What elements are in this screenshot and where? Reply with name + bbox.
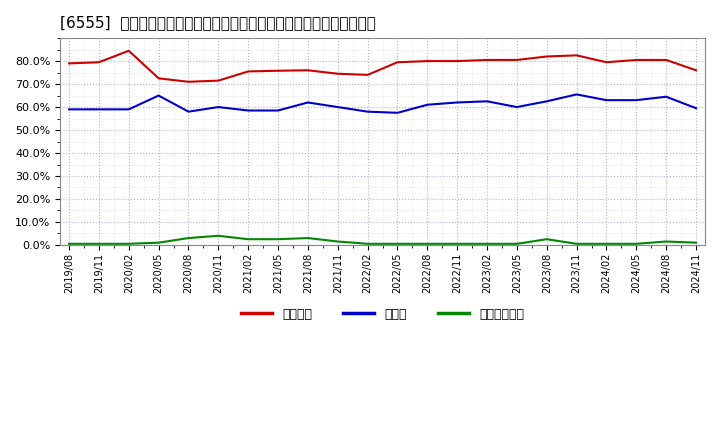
繰延税金資産 — [65, 241, 73, 246]
自己資本 — [692, 68, 701, 73]
自己資本 — [662, 57, 670, 62]
繰延税金資産 — [274, 237, 282, 242]
自己資本 — [333, 71, 342, 77]
のれん — [125, 107, 133, 112]
自己資本 — [423, 59, 432, 64]
のれん — [542, 99, 551, 104]
自己資本 — [482, 57, 491, 62]
繰延税金資産 — [513, 241, 521, 246]
のれん — [214, 104, 222, 110]
のれん — [662, 94, 670, 99]
のれん — [244, 108, 253, 113]
繰延税金資産 — [602, 241, 611, 246]
繰延税金資産 — [393, 241, 402, 246]
のれん — [602, 98, 611, 103]
Legend: 自己資本, のれん, 繰延税金資産: 自己資本, のれん, 繰延税金資産 — [235, 303, 529, 326]
のれん — [393, 110, 402, 115]
Text: [6555]  自己資本、のれん、繰延税金資産の総資産に対する比率の推移: [6555] 自己資本、のれん、繰延税金資産の総資産に対する比率の推移 — [60, 15, 376, 30]
のれん — [274, 108, 282, 113]
自己資本 — [244, 69, 253, 74]
自己資本 — [632, 57, 641, 62]
繰延税金資産 — [423, 241, 432, 246]
自己資本 — [214, 78, 222, 83]
繰延税金資産 — [244, 237, 253, 242]
のれん — [154, 93, 163, 98]
自己資本 — [453, 59, 462, 64]
のれん — [304, 100, 312, 105]
自己資本 — [94, 59, 103, 65]
繰延税金資産 — [572, 241, 581, 246]
繰延税金資産 — [364, 241, 372, 246]
自己資本 — [393, 59, 402, 65]
のれん — [453, 100, 462, 105]
自己資本 — [274, 68, 282, 73]
繰延税金資産 — [453, 241, 462, 246]
自己資本 — [572, 53, 581, 58]
のれん — [364, 109, 372, 114]
のれん — [692, 106, 701, 111]
のれん — [423, 102, 432, 107]
のれん — [513, 104, 521, 110]
自己資本 — [65, 61, 73, 66]
繰延税金資産 — [304, 235, 312, 241]
繰延税金資産 — [184, 235, 193, 241]
繰延税金資産 — [542, 237, 551, 242]
繰延税金資産 — [632, 241, 641, 246]
自己資本 — [542, 54, 551, 59]
自己資本 — [602, 59, 611, 65]
Line: 自己資本: 自己資本 — [69, 51, 696, 82]
繰延税金資産 — [662, 239, 670, 244]
自己資本 — [154, 76, 163, 81]
自己資本 — [304, 68, 312, 73]
のれん — [333, 104, 342, 110]
繰延税金資産 — [94, 241, 103, 246]
のれん — [482, 99, 491, 104]
自己資本 — [364, 72, 372, 77]
のれん — [65, 107, 73, 112]
のれん — [184, 109, 193, 114]
のれん — [572, 92, 581, 97]
繰延税金資産 — [214, 233, 222, 238]
Line: 繰延税金資産: 繰延税金資産 — [69, 236, 696, 244]
繰延税金資産 — [125, 241, 133, 246]
のれん — [632, 98, 641, 103]
繰延税金資産 — [154, 240, 163, 245]
Line: のれん: のれん — [69, 95, 696, 113]
繰延税金資産 — [482, 241, 491, 246]
自己資本 — [184, 79, 193, 84]
自己資本 — [125, 48, 133, 53]
自己資本 — [513, 57, 521, 62]
のれん — [94, 107, 103, 112]
繰延税金資産 — [692, 240, 701, 245]
繰延税金資産 — [333, 239, 342, 244]
